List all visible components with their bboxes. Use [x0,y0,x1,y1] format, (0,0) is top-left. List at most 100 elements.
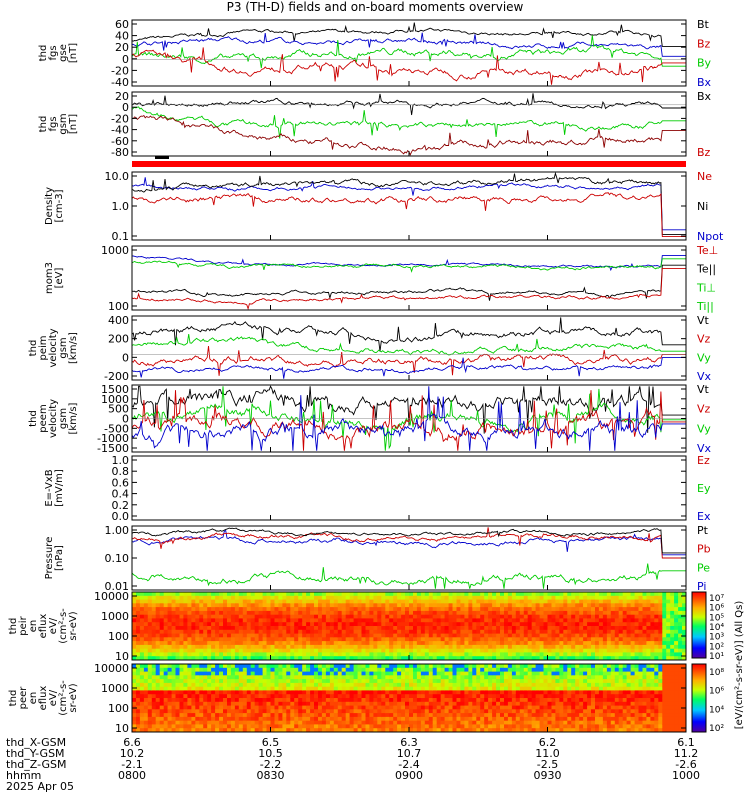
heat-cell [480,705,485,710]
heat-cell [563,664,568,669]
heat-cell [610,724,616,729]
heat-cell [614,633,620,638]
heat-cell [492,644,497,650]
heat-cell [321,652,327,657]
heat-cell [654,644,659,650]
series-line-3 [131,47,686,85]
heat-cell [262,610,268,616]
heat-cell [654,648,659,653]
heat-cell [258,629,264,635]
heat-cell [223,614,228,619]
heat-cell [314,694,319,699]
heat-cell [242,713,248,718]
heat-cell [523,610,529,616]
heat-cell [349,641,355,646]
heat-cell [397,716,402,722]
heat-cell [452,637,457,642]
heat-cell [504,675,509,680]
heat-cell [147,637,153,642]
y-tick-label: -20 [111,64,129,77]
heat-cell [519,626,525,631]
heat-cell [401,622,406,627]
heat-cell [274,664,279,669]
heat-cell [480,709,485,714]
heat-cell [159,664,165,669]
heat-cell [416,648,422,653]
heat-cell [318,664,323,669]
heat-cell [341,701,347,707]
heat-cell [270,618,275,623]
heat-cell [682,644,687,650]
heat-cell [464,701,469,707]
heat-cell [262,716,268,722]
heat-cell [591,648,596,653]
heat-cell [345,713,351,718]
heat-cell [579,667,584,673]
heat-cell [460,675,465,680]
heat-cell [670,644,675,650]
heat-cell [476,690,481,695]
series-line-2 [131,390,686,451]
heat-cell [670,656,675,661]
heat-cell [195,664,200,669]
heat-cell [401,614,406,619]
heat-cell [159,626,165,631]
heat-cell [614,595,620,601]
heat-cell [203,682,208,688]
heat-cell [219,720,224,725]
heat-cell [230,648,236,653]
heat-cell [405,694,410,699]
heat-cell [223,694,228,699]
heat-cell [602,610,608,616]
heat-cell [270,644,275,650]
heat-cell [555,610,560,616]
heat-cell [325,682,331,688]
heat-cell [155,610,161,616]
heat-cell [242,603,248,608]
heat-cell [365,603,370,608]
heat-cell [682,618,687,623]
heat-cell [440,679,446,684]
heat-cell [492,618,497,623]
heat-cell [357,720,363,725]
heat-cell [151,667,157,673]
heat-cell [294,641,299,646]
heat-cell [468,728,473,733]
heat-cell [132,592,137,597]
heat-cell [302,698,307,703]
heat-cell [531,694,537,699]
heat-cell [654,656,659,661]
heat-cell [258,694,264,699]
heat-cell [567,709,572,714]
heat-cell [622,648,628,653]
heat-cell [151,671,157,676]
heat-cell [547,690,552,695]
heat-cell [658,618,663,623]
heat-cell [258,720,264,725]
heat-cell [476,728,481,733]
heat-cell [286,652,291,657]
heat-cell [207,686,212,691]
heat-cell [646,603,651,608]
heat-cell [448,592,454,597]
heat-cell [227,644,232,650]
heat-cell [250,641,256,646]
heat-cell [500,701,505,707]
heat-cell [365,675,370,680]
heat-cell [678,610,683,616]
heat-cell [357,724,363,729]
heat-cell [389,644,394,650]
heat-cell [290,599,295,604]
heat-cell [278,694,283,699]
heat-cell [484,675,489,680]
heat-cell [223,656,228,661]
heat-cell [136,633,141,638]
heat-cell [571,652,576,657]
heat-cell [460,698,465,703]
heat-cell [136,690,141,695]
heat-cell [155,618,161,623]
heat-cell [452,728,457,733]
heat-cell [143,682,149,688]
heat-cell [278,641,283,646]
